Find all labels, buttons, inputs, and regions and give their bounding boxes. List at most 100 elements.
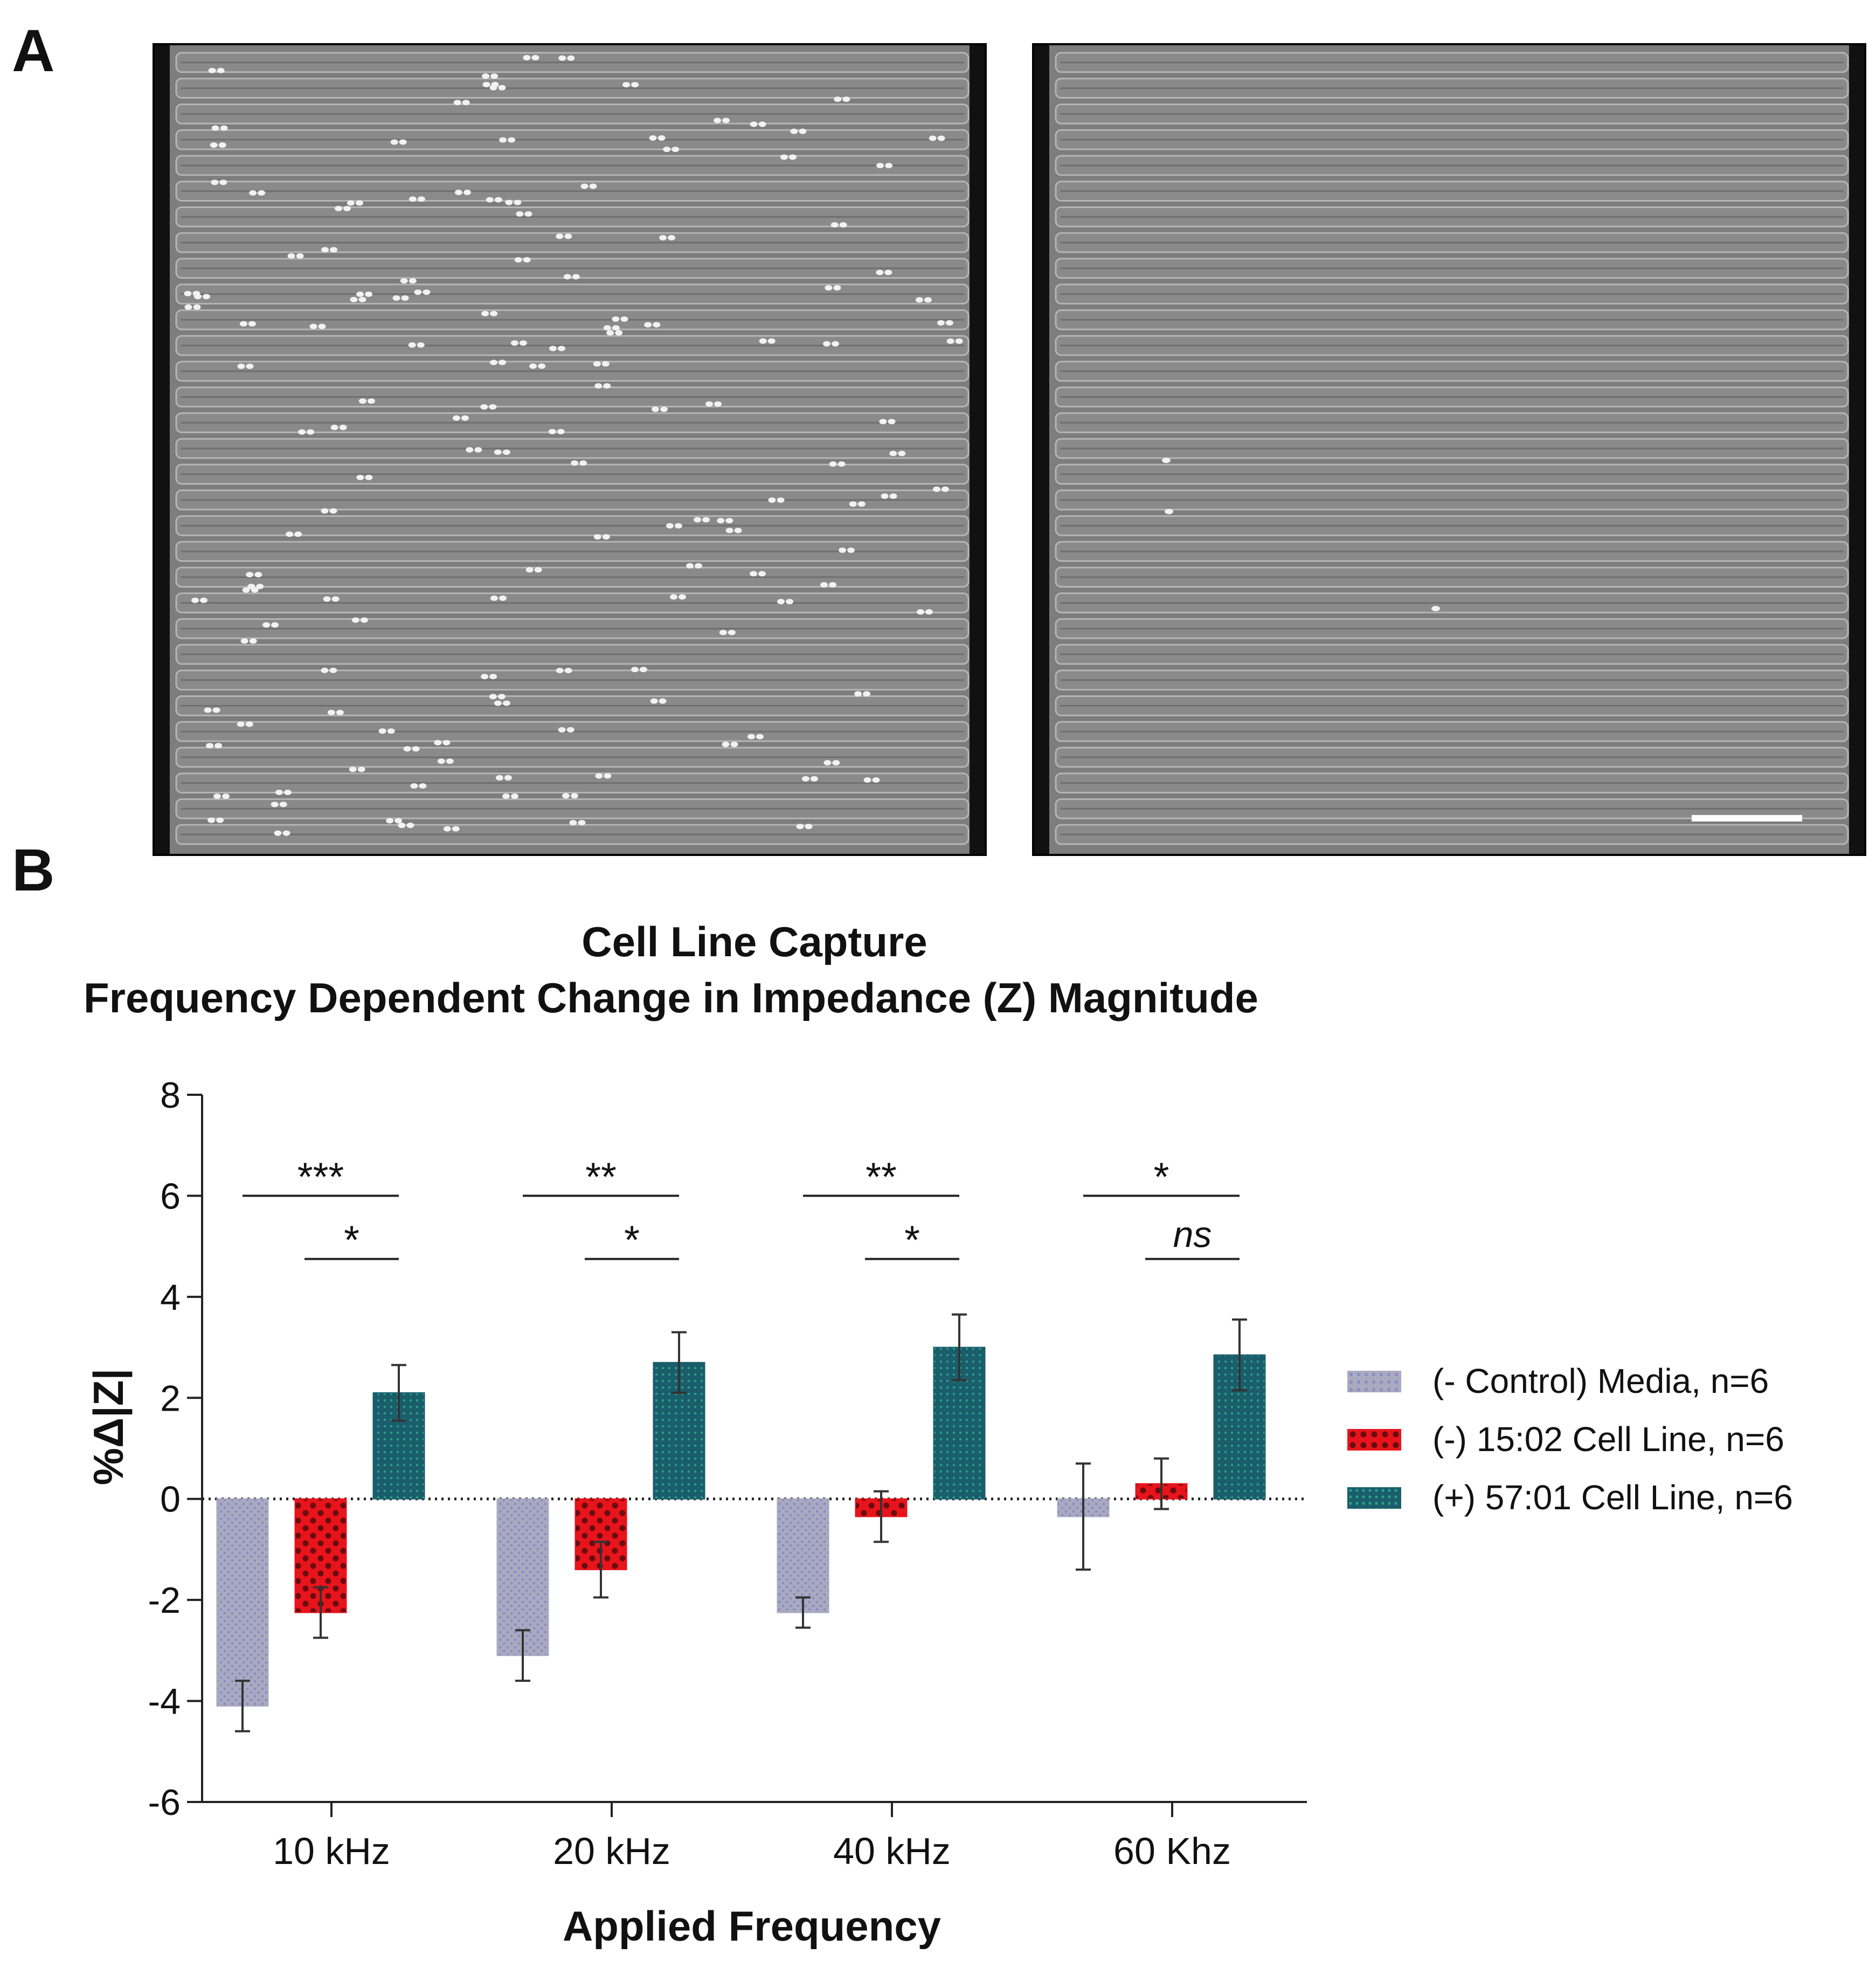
captured-cell xyxy=(443,826,451,832)
captured-cell xyxy=(728,630,736,636)
captured-cell xyxy=(571,793,579,799)
captured-cell xyxy=(566,727,574,733)
captured-cell xyxy=(254,572,262,578)
captured-cell xyxy=(653,322,661,328)
y-tick-label: 4 xyxy=(160,1277,181,1318)
captured-cell xyxy=(248,321,256,327)
captured-cell xyxy=(805,824,813,830)
captured-cell xyxy=(502,449,510,455)
captured-cell xyxy=(832,760,840,766)
significance-label: * xyxy=(1154,1154,1169,1199)
captured-cell xyxy=(408,342,416,348)
y-axis-label: %Δ|Z| xyxy=(85,1369,132,1486)
captured-cell xyxy=(1165,509,1173,514)
captured-cell xyxy=(390,139,398,145)
captured-cell xyxy=(309,323,317,329)
captured-cell xyxy=(191,597,199,603)
captured-cell xyxy=(594,383,603,389)
captured-cell xyxy=(849,501,857,507)
captured-cell xyxy=(275,790,283,796)
captured-cell xyxy=(414,289,422,295)
captured-cell xyxy=(213,793,221,799)
captured-cell xyxy=(604,773,612,779)
captured-cell xyxy=(489,674,497,680)
legend-label-5701-cell-line: (+) 57:01 Cell Line, n=6 xyxy=(1432,1478,1793,1517)
bar xyxy=(216,1498,269,1707)
captured-cell xyxy=(786,599,794,605)
captured-cell xyxy=(410,783,418,789)
scale-bar xyxy=(1692,815,1802,821)
captured-cell xyxy=(246,363,254,369)
captured-cell xyxy=(564,667,572,673)
captured-cell xyxy=(463,189,471,195)
captured-cell xyxy=(387,728,395,734)
captured-cell xyxy=(759,338,767,344)
captured-cell xyxy=(659,698,667,704)
y-tick-label: 2 xyxy=(160,1378,181,1419)
captured-cell xyxy=(217,67,225,73)
captured-cell xyxy=(615,330,623,336)
captured-cell xyxy=(237,363,245,369)
captured-cell xyxy=(221,793,230,799)
captured-cell xyxy=(335,205,343,211)
captured-cell xyxy=(768,497,776,503)
x-tick-label: 20 kHz xyxy=(553,1830,670,1872)
legend-swatch-control-media xyxy=(1347,1371,1401,1392)
panel-label-b: B xyxy=(12,837,55,903)
captured-cell xyxy=(694,517,702,523)
captured-cell xyxy=(580,183,589,189)
micrograph-left-drawing xyxy=(170,45,970,854)
captured-cell xyxy=(578,820,586,826)
captured-cell xyxy=(557,429,565,434)
captured-cell xyxy=(307,429,315,435)
captured-cell xyxy=(204,707,212,713)
y-tick-label: -6 xyxy=(148,1782,181,1823)
captured-cell xyxy=(750,571,758,577)
captured-cell xyxy=(489,404,497,410)
captured-cell xyxy=(329,508,337,514)
captured-cell xyxy=(497,694,506,700)
captured-cell xyxy=(367,398,375,404)
y-tick-label: -2 xyxy=(148,1580,181,1621)
captured-cell xyxy=(620,316,628,322)
captured-cell xyxy=(603,383,611,389)
captured-cell xyxy=(884,270,892,275)
captured-cell xyxy=(356,291,364,297)
captured-cell xyxy=(695,563,703,569)
captured-cell xyxy=(351,617,359,623)
captured-cell xyxy=(490,595,498,601)
captured-cell xyxy=(481,674,489,680)
captured-cell xyxy=(452,826,460,832)
captured-cell xyxy=(462,100,470,106)
captured-cell xyxy=(287,253,295,259)
captured-cell xyxy=(327,709,335,715)
captured-cell xyxy=(823,341,831,347)
captured-cell xyxy=(669,594,677,600)
captured-cell xyxy=(409,196,417,202)
captured-cell xyxy=(211,125,219,131)
captured-cell xyxy=(881,493,889,499)
captured-cell xyxy=(286,531,294,537)
x-axis-label: Applied Frequency xyxy=(563,1902,941,1950)
captured-cell xyxy=(885,163,893,169)
captured-cell xyxy=(490,310,498,316)
captured-cell xyxy=(246,572,254,578)
captured-cell xyxy=(601,361,610,367)
captured-cell xyxy=(401,295,409,301)
captured-cell xyxy=(593,534,601,540)
captured-cell xyxy=(571,460,579,466)
captured-cell xyxy=(631,82,639,88)
captured-cell xyxy=(820,582,828,588)
significance-label: ns xyxy=(1173,1214,1212,1255)
captured-cell xyxy=(915,297,923,303)
captured-cell xyxy=(200,597,208,603)
captured-cell xyxy=(722,118,730,123)
captured-cell xyxy=(279,802,287,807)
captured-cell xyxy=(734,528,742,534)
captured-cell xyxy=(644,322,652,328)
captured-cell xyxy=(212,707,220,713)
captured-cell xyxy=(889,451,897,457)
legend-swatch-1502-cell-line xyxy=(1347,1429,1401,1451)
captured-cell xyxy=(829,582,837,588)
captured-cell xyxy=(355,200,363,206)
